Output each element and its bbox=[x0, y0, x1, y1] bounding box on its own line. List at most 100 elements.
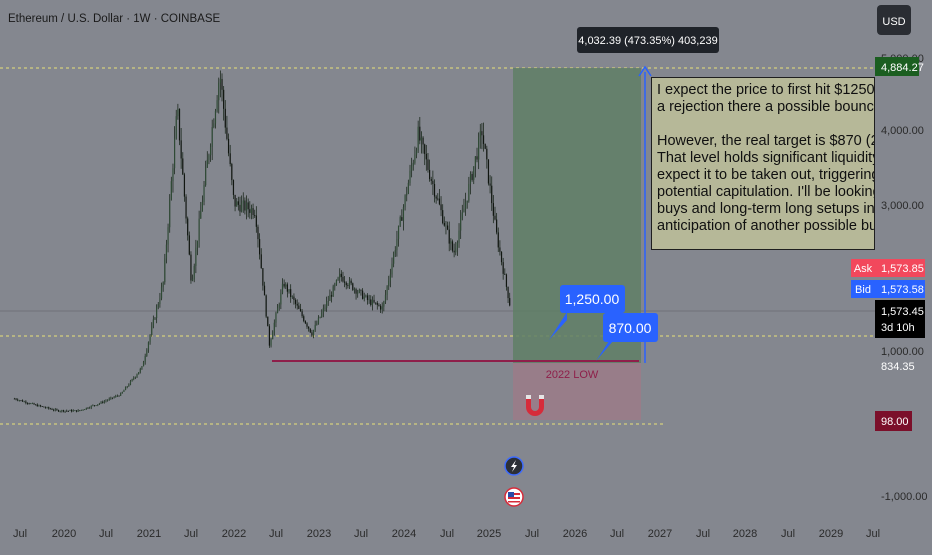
candle bbox=[48, 407, 50, 409]
candle bbox=[375, 302, 377, 304]
candle bbox=[496, 219, 498, 233]
callout-target-2[interactable] bbox=[603, 313, 658, 342]
candle bbox=[51, 408, 53, 410]
candle bbox=[339, 273, 341, 278]
analysis-note[interactable]: I expect the price to first hit $1250 an… bbox=[651, 77, 875, 250]
candle bbox=[93, 405, 96, 407]
candle bbox=[234, 194, 236, 207]
candle bbox=[108, 398, 110, 401]
note-line: However, the real target is $870 (2022 l… bbox=[657, 133, 874, 149]
candle bbox=[237, 201, 239, 205]
candle bbox=[497, 232, 499, 248]
candle bbox=[499, 247, 501, 252]
time-axis-label: Jul bbox=[781, 528, 795, 540]
bottom-badge bbox=[875, 411, 912, 431]
symbol-title[interactable]: Ethereum / U.S. Dollar · 1W · COINBASE bbox=[8, 13, 220, 25]
note-line: I expect the price to first hit $1250 an… bbox=[657, 82, 875, 98]
bid-tag bbox=[851, 280, 875, 298]
candle bbox=[146, 350, 148, 356]
candle bbox=[156, 307, 158, 319]
candle bbox=[352, 283, 354, 290]
candle bbox=[31, 403, 33, 405]
candle bbox=[13, 398, 16, 400]
candle bbox=[303, 316, 305, 322]
candle bbox=[183, 174, 186, 197]
candle bbox=[397, 225, 400, 240]
time-axis[interactable]: Jul 2020 Jul 2021 Jul 2022 Jul 2023 Jul 2024 Jul 20… bbox=[13, 528, 880, 540]
candle bbox=[178, 108, 181, 141]
candle bbox=[92, 405, 94, 407]
candle bbox=[67, 410, 69, 412]
candle bbox=[229, 153, 231, 165]
candle bbox=[321, 312, 323, 317]
candle bbox=[46, 407, 48, 409]
candle bbox=[487, 159, 490, 184]
candle bbox=[223, 89, 225, 109]
candle bbox=[270, 339, 272, 346]
candle bbox=[440, 204, 442, 211]
time-axis-label: Jul bbox=[525, 528, 539, 540]
candle bbox=[17, 399, 19, 401]
candle bbox=[448, 229, 450, 244]
callout-target-1[interactable] bbox=[560, 285, 625, 313]
candle bbox=[505, 274, 508, 287]
candle bbox=[366, 295, 369, 300]
zone-label: 2022 LOW bbox=[546, 369, 599, 381]
candle bbox=[180, 140, 182, 159]
candle bbox=[432, 180, 434, 185]
currency-button-label: USD bbox=[882, 16, 905, 28]
candle bbox=[128, 384, 130, 387]
candle bbox=[136, 374, 138, 377]
time-axis-label: 2023 bbox=[307, 528, 331, 540]
candle bbox=[283, 283, 285, 287]
candle bbox=[260, 254, 262, 269]
candle bbox=[317, 317, 320, 324]
magnet-icon[interactable] bbox=[526, 395, 544, 416]
measure-arrow-head bbox=[638, 65, 652, 77]
candle bbox=[268, 326, 271, 346]
candle bbox=[458, 230, 460, 243]
measure-tooltip bbox=[577, 27, 719, 53]
candle bbox=[381, 306, 383, 310]
candle bbox=[172, 168, 174, 182]
time-axis-label: 2022 bbox=[222, 528, 246, 540]
candle bbox=[87, 407, 89, 409]
lightning-icon[interactable] bbox=[504, 456, 524, 476]
time-axis-label: Jul bbox=[99, 528, 113, 540]
candle bbox=[500, 251, 503, 263]
bid-label: Bid bbox=[855, 284, 871, 296]
candle bbox=[401, 217, 403, 221]
candle bbox=[469, 173, 472, 184]
candle bbox=[66, 410, 68, 412]
candle bbox=[167, 227, 169, 245]
candle bbox=[272, 332, 274, 340]
low-badge-label: 834.35 bbox=[881, 361, 915, 373]
note-line: expect it to be taken out, triggering a bbox=[657, 167, 875, 183]
candle bbox=[461, 212, 463, 219]
candle bbox=[232, 180, 235, 195]
candle bbox=[120, 393, 122, 396]
candle bbox=[478, 137, 480, 160]
candle bbox=[464, 202, 467, 209]
candle bbox=[203, 185, 205, 202]
candle bbox=[396, 239, 398, 251]
candle bbox=[299, 308, 302, 312]
loss-zone[interactable] bbox=[513, 363, 641, 420]
candle bbox=[169, 199, 171, 228]
currency-button[interactable] bbox=[877, 5, 911, 35]
candle bbox=[85, 407, 87, 410]
candle bbox=[113, 396, 115, 398]
us-flag-icon[interactable] bbox=[504, 487, 524, 507]
candle bbox=[142, 362, 145, 367]
candle bbox=[126, 386, 128, 388]
candle bbox=[134, 376, 136, 379]
candle bbox=[422, 137, 424, 145]
time-axis-label: Jul bbox=[13, 528, 27, 540]
candle bbox=[255, 215, 257, 227]
candle bbox=[308, 326, 310, 329]
candle bbox=[79, 410, 81, 412]
candle bbox=[443, 222, 445, 226]
candle bbox=[259, 239, 261, 255]
candle bbox=[450, 241, 452, 244]
candle bbox=[175, 116, 177, 139]
